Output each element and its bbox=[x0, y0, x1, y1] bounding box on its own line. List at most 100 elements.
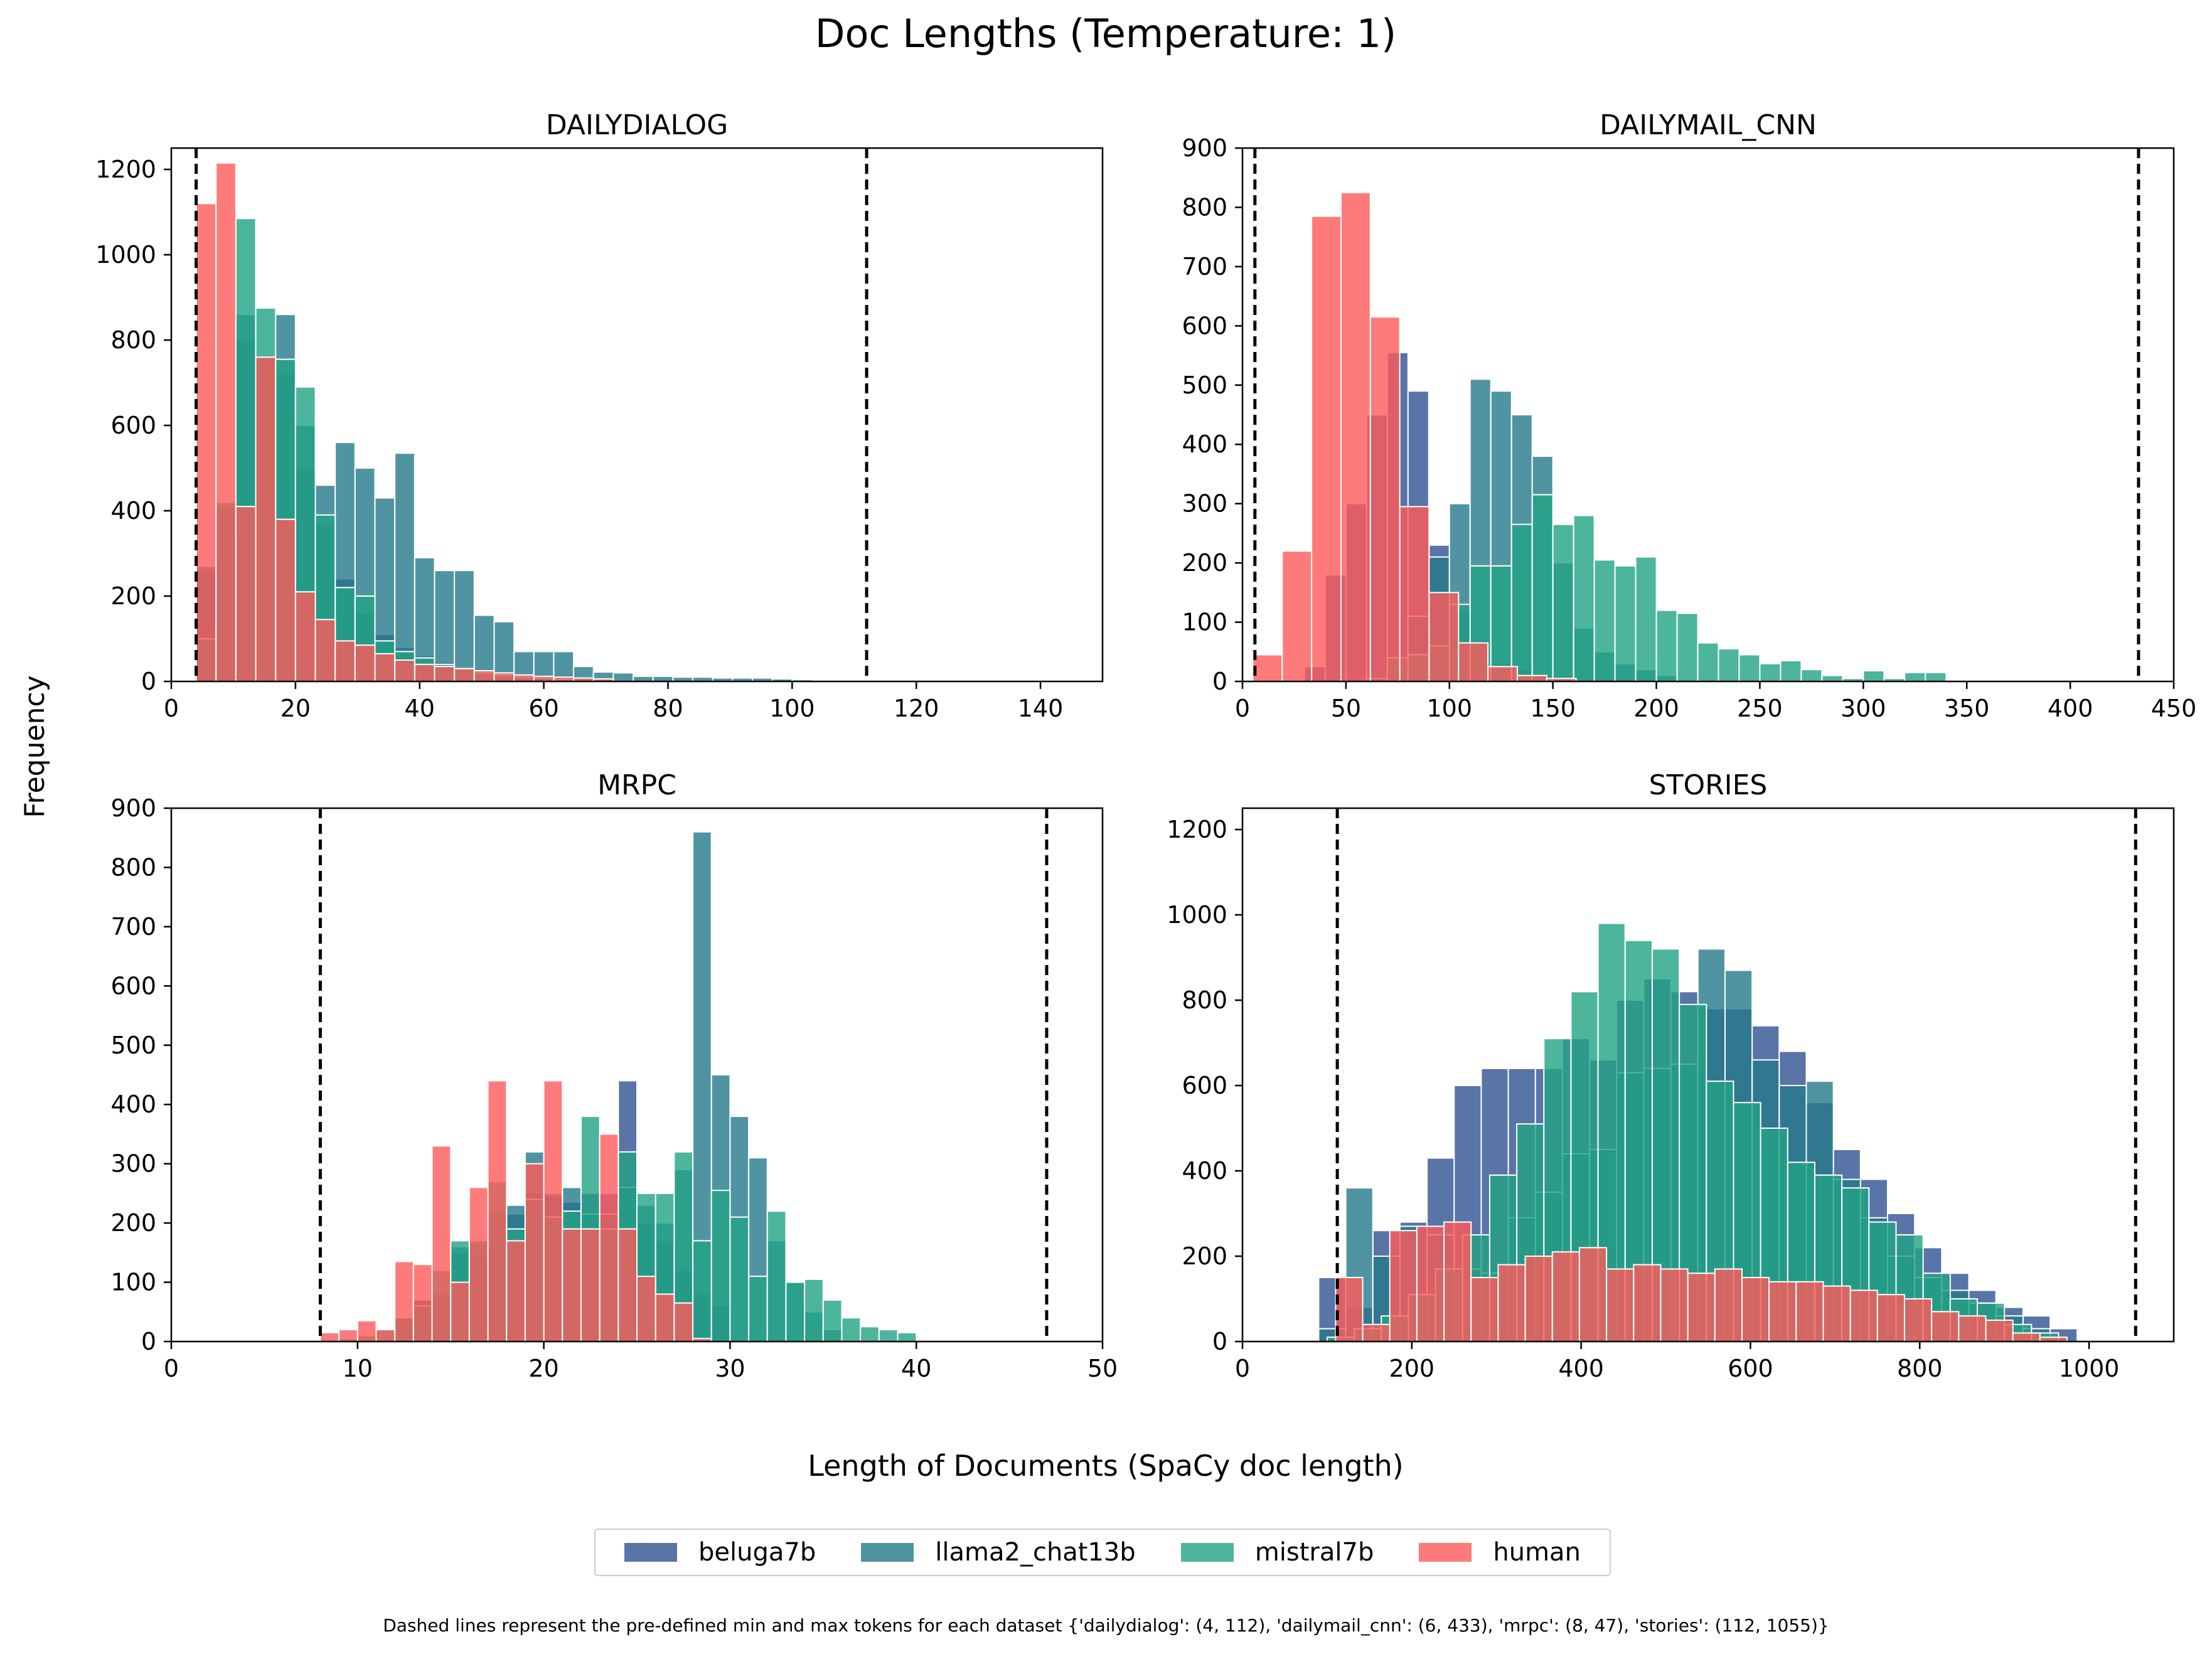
bar-human bbox=[636, 1276, 656, 1342]
y-tick-label: 800 bbox=[110, 853, 156, 881]
bar-mistral7b bbox=[1738, 654, 1761, 681]
bar-human bbox=[487, 1080, 508, 1342]
bar-human bbox=[473, 670, 495, 681]
x-tick-label: 0 bbox=[164, 695, 179, 722]
bar-mistral7b bbox=[860, 1326, 880, 1342]
bar-human bbox=[338, 1329, 358, 1342]
x-tick-label: 60 bbox=[528, 695, 558, 722]
bar-human bbox=[334, 640, 356, 681]
bar-llama2-chat13b bbox=[394, 452, 415, 681]
bar-human bbox=[319, 1331, 340, 1342]
bar-human bbox=[1606, 1268, 1635, 1342]
legend-item-mistral7b: mistral7b bbox=[1180, 1538, 1374, 1567]
y-tick-label: 0 bbox=[141, 668, 156, 695]
legend-swatch-llama2-chat13b bbox=[861, 1543, 914, 1562]
bar-mistral7b bbox=[1510, 523, 1533, 681]
bar-human bbox=[1252, 654, 1283, 681]
bar-human bbox=[1795, 1281, 1824, 1342]
bar-human bbox=[414, 663, 435, 681]
bar-mistral7b bbox=[1718, 648, 1740, 681]
bar-human bbox=[1578, 1247, 1608, 1342]
x-tick-label: 20 bbox=[281, 695, 311, 722]
bar-human bbox=[431, 1145, 452, 1342]
bar-human bbox=[1687, 1273, 1716, 1342]
bar-human bbox=[1416, 1225, 1445, 1342]
plot-frame bbox=[170, 147, 1104, 683]
legend-swatch-mistral7b bbox=[1180, 1543, 1234, 1562]
y-tick-label: 800 bbox=[110, 326, 156, 354]
bar-human bbox=[450, 1281, 470, 1342]
bar-llama2-chat13b bbox=[791, 679, 813, 681]
bar-human bbox=[1389, 1230, 1418, 1342]
bar-human bbox=[580, 1228, 601, 1342]
bar-human bbox=[513, 674, 535, 681]
bar-mistral7b bbox=[766, 1210, 787, 1342]
y-tick-label: 400 bbox=[110, 497, 156, 525]
bar-mistral7b bbox=[1697, 642, 1719, 681]
y-tick-label: 1200 bbox=[1167, 816, 1227, 843]
panel-title: DAILYDIALOG bbox=[546, 109, 728, 141]
bar-human bbox=[1931, 1311, 1960, 1342]
x-tick-label: 300 bbox=[1841, 695, 1886, 722]
bar-mistral7b bbox=[1925, 671, 1947, 681]
bar-human bbox=[1958, 1315, 1987, 1342]
bar-human bbox=[655, 1293, 675, 1342]
x-tick-label: 30 bbox=[715, 1355, 745, 1382]
subplot-grid: 0 20 40 60 80 100 120 140020040060080010001200D… bbox=[95, 109, 2196, 1382]
bar-human bbox=[1281, 550, 1313, 681]
bar-human bbox=[1458, 642, 1489, 681]
shared-y-axis-label: Frequency bbox=[19, 675, 51, 818]
bar-human bbox=[235, 506, 257, 681]
y-tick-label: 200 bbox=[110, 582, 156, 610]
bar-human bbox=[599, 1133, 619, 1342]
shared-x-axis-label: Length of Documents (SpaCy doc length) bbox=[808, 1449, 1403, 1483]
bar-mistral7b bbox=[897, 1331, 917, 1342]
bar-human bbox=[314, 619, 336, 681]
bar-mistral7b bbox=[1614, 565, 1637, 681]
bar-human bbox=[592, 678, 614, 681]
x-tick-label: 0 bbox=[1235, 695, 1250, 722]
bar-human bbox=[617, 1228, 638, 1342]
bar-human bbox=[1741, 1277, 1770, 1342]
y-tick-label: 500 bbox=[1182, 371, 1227, 399]
bar-human bbox=[493, 672, 515, 681]
bar-mistral7b bbox=[878, 1329, 899, 1342]
bar-human bbox=[2012, 1332, 2041, 1342]
x-tick-label: 10 bbox=[343, 1355, 373, 1382]
y-tick-label: 200 bbox=[1182, 1242, 1227, 1270]
bar-human bbox=[275, 518, 296, 681]
bar-llama2-chat13b bbox=[454, 570, 475, 681]
legend-swatch-human bbox=[1419, 1543, 1472, 1562]
bar-human bbox=[1822, 1285, 1851, 1342]
panel-title: STORIES bbox=[1649, 769, 1768, 801]
x-tick-label: 20 bbox=[528, 1355, 558, 1382]
y-tick-label: 600 bbox=[1182, 312, 1227, 339]
legend-label-human: human bbox=[1493, 1538, 1581, 1567]
bar-mistral7b bbox=[710, 1190, 731, 1342]
bar-human bbox=[1443, 1221, 1472, 1342]
bar-human bbox=[562, 1228, 582, 1342]
bar-human bbox=[692, 1338, 712, 1342]
x-tick-label: 350 bbox=[1944, 695, 1990, 722]
plot-frame bbox=[1241, 807, 2175, 1343]
y-tick-label: 1200 bbox=[95, 156, 156, 183]
bar-human bbox=[1311, 215, 1342, 681]
y-tick-label: 700 bbox=[110, 913, 156, 941]
bar-mistral7b bbox=[1531, 494, 1554, 681]
bar-human bbox=[1903, 1298, 1933, 1342]
bar-mistral7b bbox=[1655, 609, 1678, 681]
y-tick-label: 900 bbox=[1182, 134, 1227, 162]
bar-mistral7b bbox=[729, 1216, 750, 1342]
bar-human bbox=[543, 1080, 564, 1342]
bar-human bbox=[1362, 1323, 1391, 1342]
bar-human bbox=[673, 1302, 694, 1342]
footnote: Dashed lines represent the pre-defined m… bbox=[383, 1615, 1829, 1636]
x-tick-label: 50 bbox=[1331, 695, 1361, 722]
x-tick-label: 50 bbox=[1087, 1355, 1118, 1382]
x-tick-label: 0 bbox=[1235, 1355, 1250, 1382]
bar-mistral7b bbox=[804, 1278, 824, 1342]
bar-mistral7b bbox=[1593, 559, 1616, 681]
y-tick-label: 0 bbox=[1212, 1328, 1227, 1355]
bar-human bbox=[506, 1240, 526, 1342]
